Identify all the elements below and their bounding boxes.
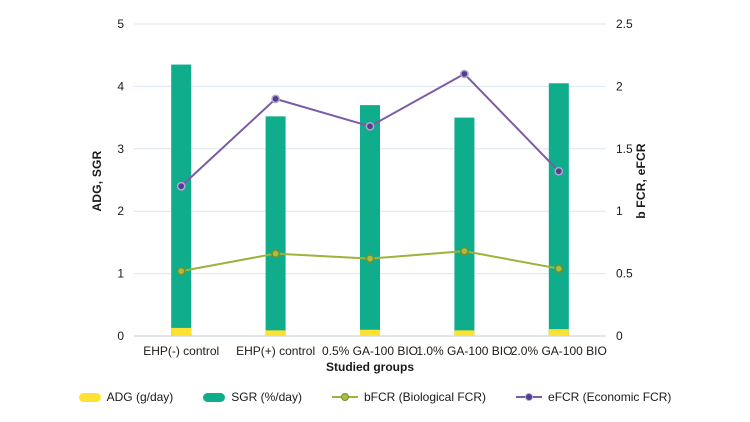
marker-efcr — [554, 166, 564, 176]
marker-efcr — [271, 94, 280, 104]
left-axis-tick-label: 5 — [117, 17, 124, 31]
legend-label: bFCR (Biological FCR) — [363, 390, 487, 404]
legend-marker-dot — [525, 393, 534, 401]
bar-sgr — [265, 116, 286, 337]
category-label: 1.0% GA-100 BIO — [416, 344, 512, 358]
legend-item: ADG (g/day) — [78, 390, 174, 404]
category-label: 0.5% GA-100 BIO — [322, 344, 418, 358]
marker-bfcr — [460, 246, 469, 256]
legend-line-swatch — [331, 392, 358, 403]
bar-adg — [454, 330, 475, 336]
x-axis-title: Studied groups — [326, 360, 414, 374]
bar-sgr — [171, 64, 192, 336]
marker-efcr — [460, 69, 469, 79]
bar-adg — [265, 330, 286, 336]
left-axis-tick-label: 3 — [117, 142, 124, 156]
right-axis-tick-label: 2 — [616, 79, 623, 93]
legend: ADG (g/day) SGR (%/day) bFCR (Biological F… — [0, 389, 750, 405]
right-axis-tick-label: 1.5 — [616, 142, 633, 156]
legend-label: eFCR (Economic FCR) — [548, 390, 672, 404]
legend-label: ADG (g/day) — [106, 390, 174, 404]
right-axis-tick-label: 0 — [616, 329, 623, 343]
legend-item: SGR (%/day) — [203, 390, 302, 404]
legend-marker-dot — [340, 393, 349, 401]
bar-sgr — [548, 83, 569, 336]
marker-bfcr — [176, 266, 186, 276]
right-axis-tick-label: 2.5 — [616, 17, 633, 31]
marker-efcr — [365, 121, 375, 131]
marker-efcr — [176, 181, 186, 191]
left-axis-title: ADG, SGR — [90, 150, 104, 212]
bar-adg — [548, 329, 569, 336]
left-axis-tick-label: 1 — [117, 267, 124, 281]
left-axis-tick-label: 2 — [117, 204, 124, 218]
marker-bfcr — [271, 249, 280, 258]
legend-label: SGR (%/day) — [231, 390, 302, 404]
right-axis-title: b FCR, eFCR — [634, 143, 648, 219]
bar-adg — [171, 327, 192, 336]
legend-bar-swatch — [78, 392, 101, 402]
legend-item: eFCR (Economic FCR) — [516, 390, 671, 404]
marker-bfcr — [365, 254, 375, 263]
bar-sgr — [454, 117, 475, 336]
category-label: 2.0% GA-100 BIO — [511, 344, 607, 358]
bar-adg — [360, 329, 380, 336]
left-axis-tick-label: 0 — [117, 329, 124, 343]
legend-item: bFCR (Biological FCR) — [331, 390, 487, 404]
right-axis-tick-label: 1 — [616, 204, 623, 218]
right-axis-tick-label: 0.5 — [616, 267, 633, 281]
legend-bar-swatch — [203, 392, 226, 402]
left-axis-tick-label: 4 — [117, 79, 124, 93]
category-label: EHP(+) control — [236, 344, 315, 358]
bar-sgr — [360, 105, 380, 337]
legend-line-swatch — [516, 392, 543, 403]
category-label: EHP(-) control — [143, 344, 219, 358]
marker-bfcr — [554, 264, 564, 273]
